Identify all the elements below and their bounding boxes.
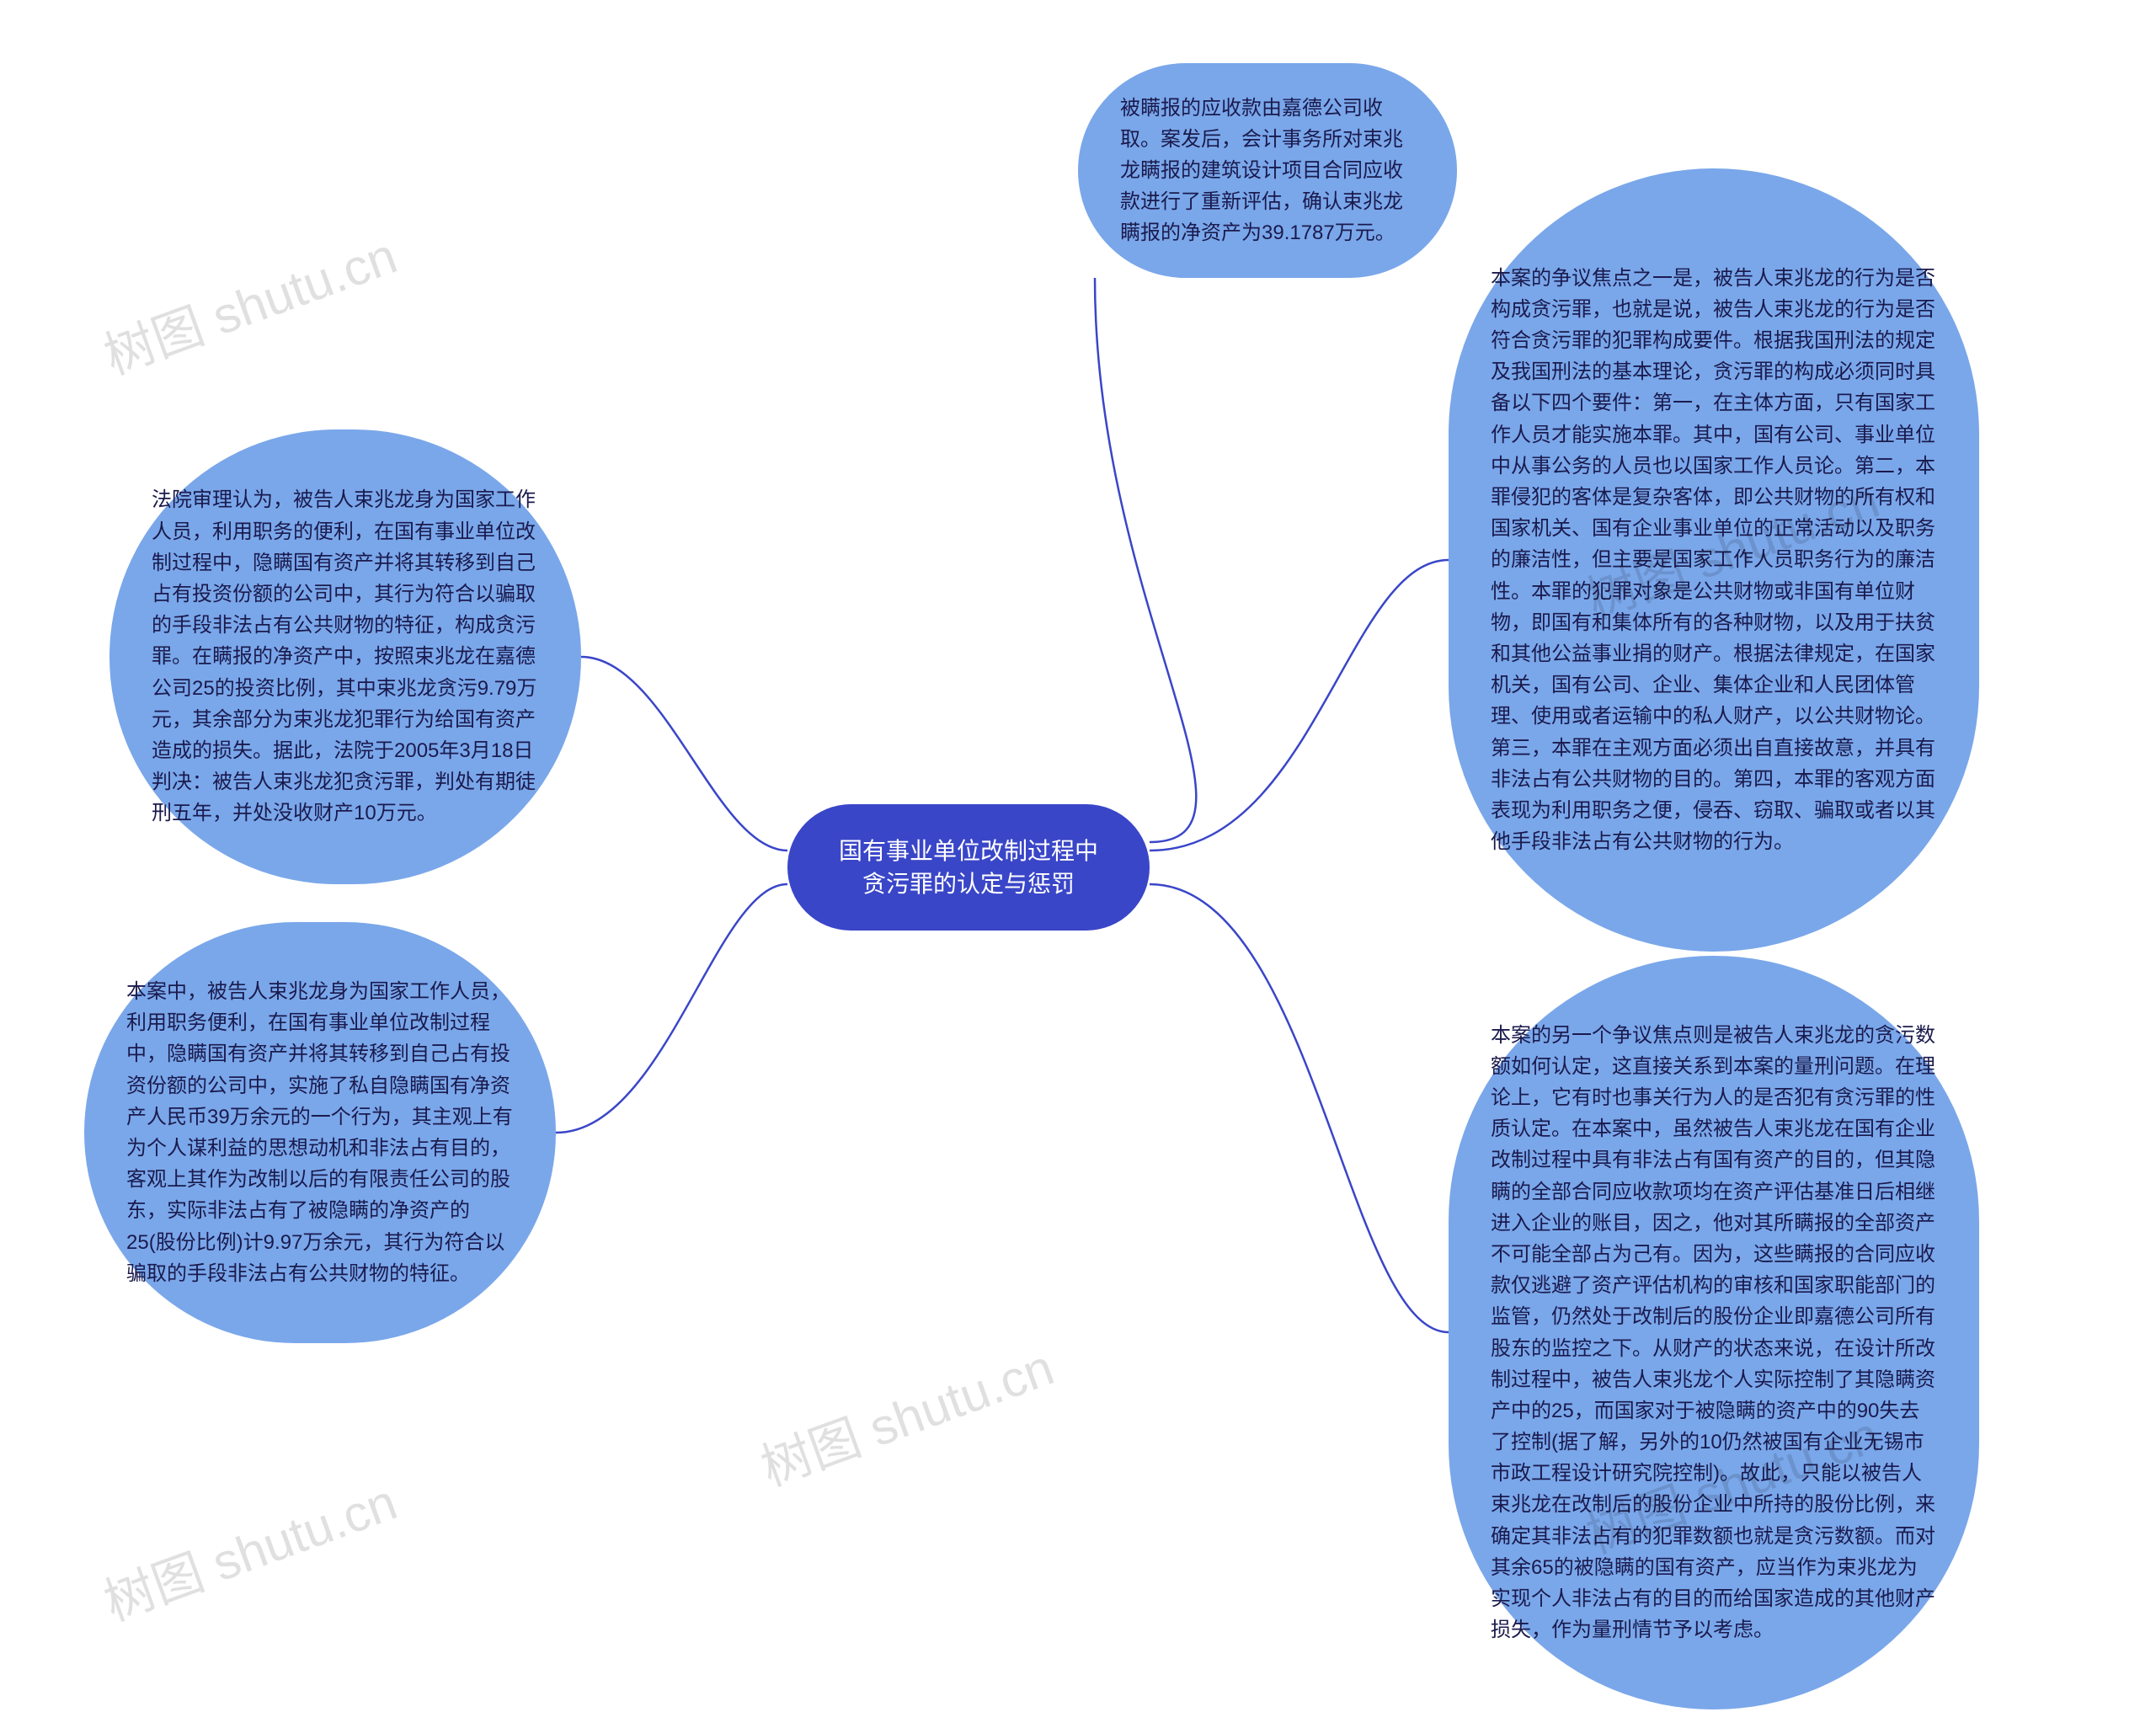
connector — [556, 884, 787, 1133]
connector — [581, 657, 787, 851]
node-dispute-elements[interactable]: 本案的争议焦点之一是，被告人束兆龙的行为是否构成贪污罪，也就是说，被告人束兆龙的… — [1449, 168, 1979, 952]
node-text: 本案的另一个争议焦点则是被告人束兆龙的贪污数额如何认定，这直接关系到本案的量刑问… — [1491, 1020, 1937, 1646]
node-text: 本案中，被告人束兆龙身为国家工作人员，利用职务便利，在国有事业单位改制过程中，隐… — [126, 976, 514, 1289]
node-text: 本案的争议焦点之一是，被告人束兆龙的行为是否构成贪污罪，也就是说，被告人束兆龙的… — [1491, 263, 1937, 858]
node-dispute-amount[interactable]: 本案的另一个争议焦点则是被告人束兆龙的贪污数额如何认定，这直接关系到本案的量刑问… — [1449, 956, 1979, 1709]
node-text: 被瞒报的应收款由嘉德公司收取。案发后，会计事务所对束兆龙瞒报的建筑设计项目合同应… — [1120, 93, 1415, 249]
watermark: 树图 shutu.cn — [93, 1462, 405, 1635]
mindmap-center[interactable]: 国有事业单位改制过程中贪污罪的认定与惩罚 — [787, 804, 1150, 931]
watermark: 树图 shutu.cn — [93, 216, 405, 389]
node-receivables[interactable]: 被瞒报的应收款由嘉德公司收取。案发后，会计事务所对束兆龙瞒报的建筑设计项目合同应… — [1078, 63, 1457, 278]
connector — [1095, 278, 1196, 842]
connector — [1150, 884, 1449, 1332]
node-court-judgment[interactable]: 法院审理认为，被告人束兆龙身为国家工作人员，利用职务的便利，在国有事业单位改制过… — [109, 429, 581, 884]
node-case-facts[interactable]: 本案中，被告人束兆龙身为国家工作人员，利用职务便利，在国有事业单位改制过程中，隐… — [84, 922, 556, 1343]
center-label: 国有事业单位改制过程中贪污罪的认定与惩罚 — [821, 835, 1116, 900]
connector — [1150, 560, 1449, 851]
watermark: 树图 shutu.cn — [750, 1327, 1062, 1501]
node-text: 法院审理认为，被告人束兆龙身为国家工作人员，利用职务的便利，在国有事业单位改制过… — [152, 484, 539, 829]
